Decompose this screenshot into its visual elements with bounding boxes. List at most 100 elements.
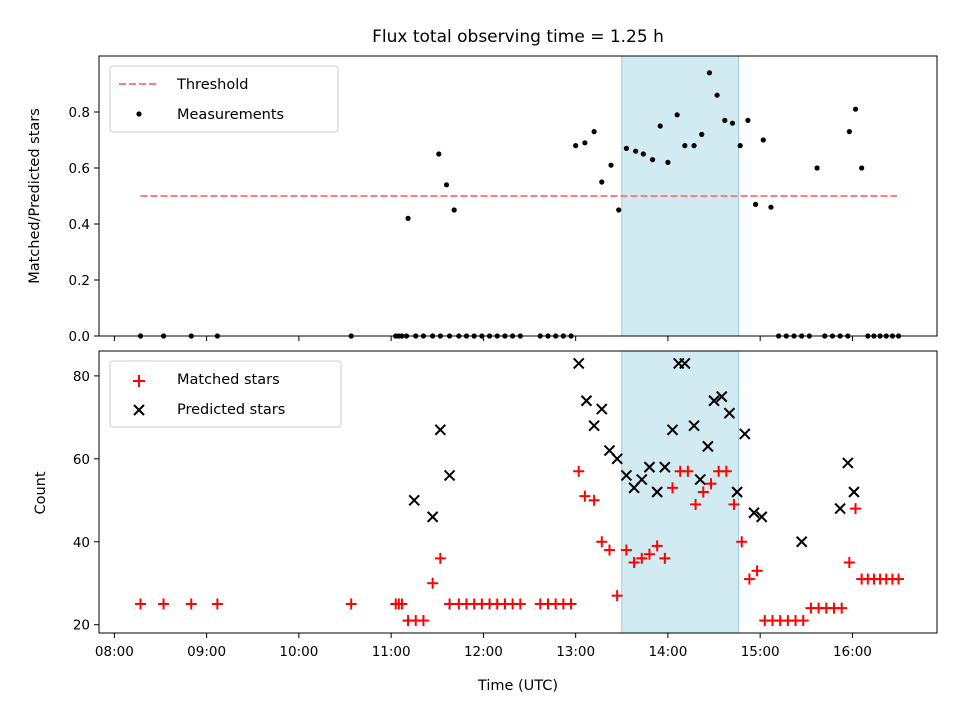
measurement-point [451, 207, 457, 213]
measurement-point [640, 151, 646, 157]
y-tick-label: 20 [73, 618, 90, 634]
predicted-star-marker [620, 469, 633, 482]
predicted-star-marker [408, 494, 420, 507]
measurement-point [852, 106, 859, 112]
y-tick-label: 60 [73, 452, 90, 468]
matched-star-marker [427, 577, 439, 589]
predicted-star-marker [573, 357, 585, 370]
measurement-point [768, 204, 774, 210]
measurement-point [573, 143, 579, 149]
x-tick-label: 08:00 [95, 644, 134, 660]
measurement-point [657, 123, 663, 129]
matched-star-marker [682, 465, 694, 477]
matched-star-marker [751, 565, 763, 577]
measurement-point [729, 120, 736, 126]
matched-star-marker [893, 573, 905, 585]
matched-star-marker [579, 490, 591, 502]
predicted-star-marker [611, 453, 623, 465]
matched-star-marker [667, 482, 679, 494]
measurement-point [582, 140, 588, 146]
predicted-star-marker [651, 486, 663, 498]
legend-threshold-label: Threshold [176, 77, 248, 93]
predicted-star-marker [795, 536, 808, 548]
x-tick-label: 13:00 [556, 644, 595, 660]
predicted-star-marker [580, 395, 593, 407]
top-x-ticks [113, 336, 853, 341]
matched-star-marker [850, 503, 862, 515]
x-tick-label: 16:00 [833, 644, 872, 660]
predicted-star-marker [739, 428, 751, 440]
measurement-point [722, 117, 728, 123]
measurement-point [745, 117, 751, 123]
legend-measurements-label: Measurements [177, 107, 284, 123]
legend-predicted-label: Predicted stars [177, 402, 285, 418]
legend-matched-label: Matched stars [177, 372, 280, 388]
matched-star-marker [417, 615, 429, 627]
measurement-point [699, 131, 705, 137]
predicted-star-marker [756, 511, 768, 523]
y-tick-label: 0.6 [69, 161, 90, 177]
predicted-star-marker [731, 486, 743, 498]
predicted-star-marker [443, 469, 456, 482]
matched-star-marker [573, 465, 585, 477]
matched-star-marker [514, 598, 526, 610]
measurement-point [623, 145, 630, 151]
x-tick-label: 11:00 [372, 644, 411, 660]
matched-star-marker [345, 598, 357, 610]
predicted-star-marker [596, 403, 608, 415]
matched-star-marker [596, 536, 608, 548]
y-tick-label: 80 [73, 369, 90, 385]
x-tick-label: 15:00 [741, 644, 780, 660]
measurement-point [760, 137, 766, 143]
legend-measurements-swatch [136, 111, 142, 117]
bottom-x-ticks: 08:00 09:00 10:00 11:00 12:00 13:00 14:00 15:00… [95, 633, 872, 660]
predicted-star-marker [636, 473, 648, 486]
matched-star-marker [797, 615, 809, 627]
measurement-point [752, 201, 759, 207]
predicted-star-marker [688, 419, 700, 432]
matched-star-marker [185, 598, 197, 610]
matched-star-marker [643, 548, 655, 560]
matched-star-marker [697, 486, 709, 498]
predicted-star-marker [748, 507, 760, 519]
matched-star-marker [690, 498, 702, 510]
predicted-star-marker [426, 511, 439, 523]
matched-star-marker [651, 540, 663, 552]
measurement-point [405, 215, 411, 221]
matched-star-marker [628, 557, 640, 568]
predicted-star-marker [679, 357, 691, 370]
predicted-star-marker [708, 395, 720, 407]
measurement-point [616, 207, 622, 213]
predicted-star-marker [694, 473, 706, 486]
matched-star-marker [611, 590, 623, 602]
legend-predicted-swatch [133, 404, 145, 416]
matched-star-marker [620, 544, 632, 556]
measurement-point [591, 129, 597, 135]
measurement-point [691, 143, 697, 149]
predicted-star-marker [434, 424, 447, 436]
x-tick-label: 09:00 [187, 644, 226, 660]
matched-star-marker [743, 573, 755, 585]
matched-star-marker [158, 598, 170, 610]
matched-star-marker [636, 552, 648, 564]
measurement-point [859, 165, 865, 171]
legend-matched-swatch [133, 375, 145, 387]
matched-star-marker [565, 598, 577, 610]
measurement-point [599, 179, 605, 185]
matched-star-marker [843, 557, 855, 568]
y-tick-label: 0.2 [69, 273, 90, 289]
predicted-star-marker [716, 390, 728, 403]
predicted-star-marker [842, 457, 854, 469]
bottom-panel: 20 40 60 80 08:00 09:00 10:00 11:00 12:00 13:00 1… [33, 350, 938, 694]
matched-star-marker [211, 598, 223, 610]
predicted-star-marker [643, 461, 656, 473]
top-y-axis-label: Matched/Predicted stars [27, 108, 43, 284]
x-tick-label: 14:00 [648, 644, 687, 660]
measurement-point [674, 112, 680, 118]
y-tick-label: 0.4 [69, 217, 90, 233]
top-y-ticks: 0.0 0.2 0.4 0.6 0.8 [69, 105, 99, 345]
x-tick-label: 12:00 [464, 644, 503, 660]
measurement-point [706, 70, 713, 76]
measurement-point [814, 165, 820, 171]
